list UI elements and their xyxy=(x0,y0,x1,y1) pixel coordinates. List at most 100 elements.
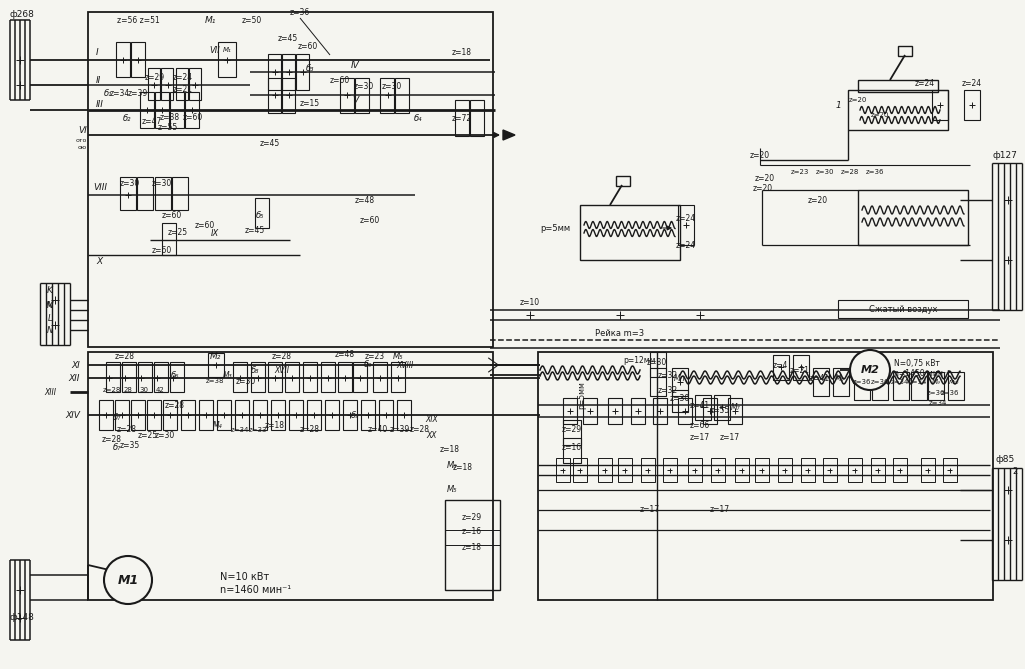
Bar xyxy=(253,400,266,430)
Bar xyxy=(711,458,725,482)
Text: z=33: z=33 xyxy=(249,427,268,433)
Bar xyxy=(728,398,742,424)
Text: z=47: z=47 xyxy=(141,116,162,126)
Text: III: III xyxy=(96,100,104,108)
Text: z=25: z=25 xyxy=(168,227,188,237)
Bar xyxy=(631,398,645,424)
Text: n=1460 мин⁻¹: n=1460 мин⁻¹ xyxy=(220,585,291,595)
Text: XI: XI xyxy=(72,361,80,369)
Bar xyxy=(793,355,809,380)
Bar xyxy=(268,362,282,392)
Text: z=34: z=34 xyxy=(929,400,947,406)
Bar xyxy=(379,400,393,430)
Text: M₈: M₈ xyxy=(835,373,845,383)
Text: M₁₀: M₁₀ xyxy=(949,379,959,385)
Text: z=32: z=32 xyxy=(658,385,679,395)
Bar xyxy=(325,400,339,430)
Text: М1: М1 xyxy=(118,573,138,587)
Bar xyxy=(321,362,335,392)
Bar xyxy=(120,177,136,210)
Text: M₅: M₅ xyxy=(393,351,403,361)
Bar xyxy=(170,362,184,392)
Text: z=16: z=16 xyxy=(562,444,582,452)
Polygon shape xyxy=(503,130,515,140)
Text: XIII: XIII xyxy=(44,387,56,397)
Text: z=28: z=28 xyxy=(117,425,137,434)
Text: 1: 1 xyxy=(835,100,840,110)
Bar xyxy=(653,398,667,424)
Bar xyxy=(858,80,938,92)
Bar xyxy=(170,92,184,128)
Bar xyxy=(361,400,375,430)
Circle shape xyxy=(104,556,152,604)
Bar xyxy=(391,362,405,392)
Bar xyxy=(672,390,688,412)
Bar xyxy=(138,362,152,392)
Text: б₉: б₉ xyxy=(351,411,359,419)
Bar xyxy=(162,223,176,255)
Text: N: N xyxy=(47,326,53,334)
Text: z=24: z=24 xyxy=(675,213,696,223)
Text: z=41: z=41 xyxy=(690,401,710,409)
Text: z=30: z=30 xyxy=(152,179,172,187)
Text: z=56 z=51: z=56 z=51 xyxy=(117,15,159,25)
Text: z=24: z=24 xyxy=(915,78,935,88)
Bar xyxy=(848,458,862,482)
Bar xyxy=(948,372,963,400)
Text: M₁: M₁ xyxy=(204,15,215,25)
Text: IV: IV xyxy=(351,60,360,70)
Text: XVIII: XVIII xyxy=(397,361,414,369)
Text: M₅: M₅ xyxy=(447,486,457,494)
Bar xyxy=(338,362,352,392)
Text: z=18: z=18 xyxy=(453,464,473,472)
Bar xyxy=(285,362,299,392)
Text: z=20: z=20 xyxy=(849,97,867,103)
Text: z=60: z=60 xyxy=(182,112,203,122)
Text: z=36: z=36 xyxy=(871,379,890,385)
Bar xyxy=(663,458,677,482)
Bar xyxy=(921,458,935,482)
Bar xyxy=(538,352,993,600)
Bar xyxy=(563,398,577,424)
Bar xyxy=(813,368,829,396)
Bar xyxy=(641,458,655,482)
Text: z=18: z=18 xyxy=(265,421,285,429)
Text: 42: 42 xyxy=(156,387,164,393)
Bar xyxy=(308,400,321,430)
Text: ото: ото xyxy=(76,138,87,142)
Bar xyxy=(189,68,201,100)
Text: XVII: XVII xyxy=(275,365,289,375)
Text: XX: XX xyxy=(426,430,438,440)
Text: z=32: z=32 xyxy=(658,371,679,379)
Text: VI: VI xyxy=(78,126,87,134)
Text: z=21: z=21 xyxy=(173,84,193,94)
Text: z=30: z=30 xyxy=(354,82,374,90)
Text: б₆: б₆ xyxy=(171,371,179,379)
Text: z=28: z=28 xyxy=(272,351,292,361)
Bar xyxy=(688,458,702,482)
Bar xyxy=(353,362,367,392)
Bar xyxy=(445,500,500,590)
Text: z=20: z=20 xyxy=(753,183,773,193)
Text: б₅: б₅ xyxy=(256,211,264,219)
Bar xyxy=(616,176,630,186)
Text: z=30: z=30 xyxy=(155,430,175,440)
Text: z=25: z=25 xyxy=(138,430,158,440)
Bar xyxy=(801,458,815,482)
Text: z=18: z=18 xyxy=(462,543,482,553)
Bar xyxy=(115,400,129,430)
Text: z=60: z=60 xyxy=(152,246,172,254)
Bar xyxy=(282,78,295,113)
Text: z=24: z=24 xyxy=(173,72,193,82)
Bar xyxy=(470,100,484,136)
Bar xyxy=(618,458,632,482)
Text: z=23: z=23 xyxy=(365,351,385,361)
Text: z=55: z=55 xyxy=(710,405,730,415)
Text: M₉: M₉ xyxy=(932,379,940,385)
Text: z=30: z=30 xyxy=(120,179,140,187)
Bar xyxy=(455,100,469,136)
Text: z=28: z=28 xyxy=(115,351,135,361)
Bar xyxy=(395,78,409,113)
Bar xyxy=(573,458,587,482)
Bar xyxy=(303,362,317,392)
